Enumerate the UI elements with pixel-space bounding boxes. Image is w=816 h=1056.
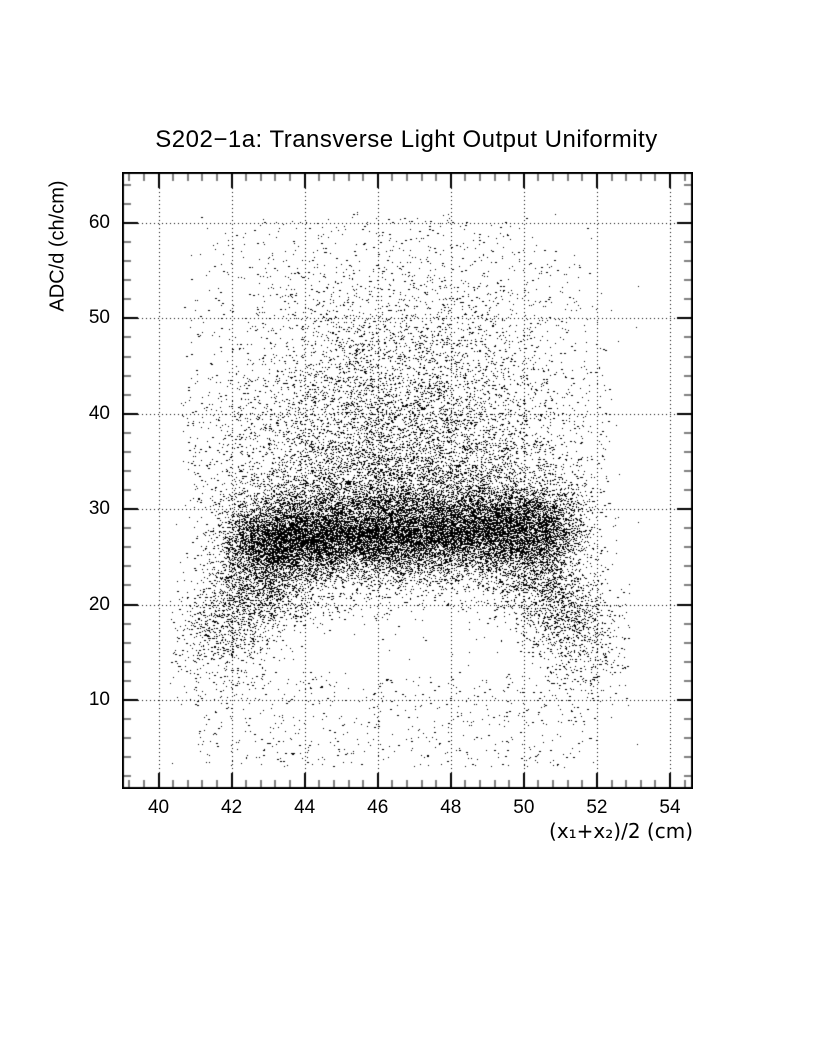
y-axis-label: ADC/d (ch/cm) [46, 180, 69, 312]
x-tick-label: 44 [294, 797, 316, 818]
scatter-canvas [122, 172, 693, 789]
x-tick-label: 40 [147, 797, 170, 818]
y-tick-label: 30 [88, 498, 110, 520]
y-tick-label: 20 [88, 593, 110, 615]
x-tick-label: 46 [367, 797, 389, 818]
x-tick-label: 48 [440, 797, 462, 818]
x-tick-label: 52 [586, 797, 608, 818]
y-tick-label: 10 [88, 688, 110, 710]
x-tick-label: 54 [659, 797, 681, 818]
y-tick-label: 40 [88, 402, 110, 424]
plot-title: S202−1a: Transverse Light Output Uniform… [155, 126, 658, 153]
x-axis-label: (x₁+x₂)/2 (cm) [549, 819, 693, 843]
x-tick-label: 42 [221, 797, 243, 818]
x-tick-label: 50 [513, 797, 535, 818]
